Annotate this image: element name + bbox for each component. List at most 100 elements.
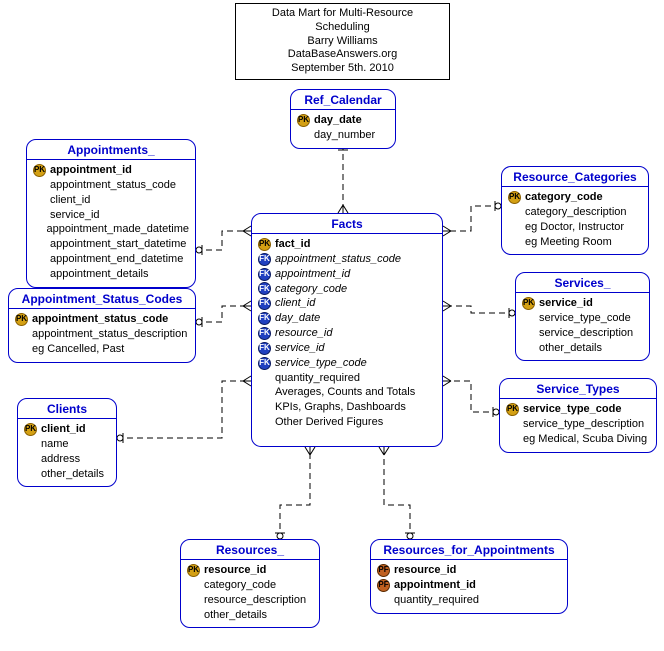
attribute-row: FK appointment_status_code <box>258 252 436 267</box>
attribute-row: FKappointment_id <box>258 267 436 282</box>
attribute-row: appointment_start_datetime <box>33 237 189 252</box>
attribute-row: appointment_status_description <box>15 327 189 342</box>
attribute-row: PK fact_id <box>258 237 436 252</box>
fk-badge-icon: FK <box>258 312 271 325</box>
attribute-row: category_code <box>187 578 313 593</box>
entity-resource_categories: Resource_CategoriesPKcategory_codecatego… <box>501 166 649 255</box>
entity-title: Services_ <box>516 273 649 293</box>
attribute-row: name <box>24 437 110 452</box>
pk-badge-icon: PK <box>24 423 37 436</box>
attribute-row: day_number <box>297 128 389 143</box>
attribute-text: service_description <box>539 326 633 341</box>
entity-title: Resources_ <box>181 540 319 560</box>
diagram-title-box: Data Mart for Multi-Resource Scheduling … <box>235 3 450 80</box>
attribute-text: other_details <box>41 467 104 482</box>
attribute-row: KPIs, Graphs, Dashboards <box>258 400 436 415</box>
attribute-row: PK appointment_status_code <box>15 312 189 327</box>
pk-badge-icon: PK <box>33 164 46 177</box>
fk-badge-icon: FK <box>258 357 271 370</box>
attribute-row: address <box>24 452 110 467</box>
attribute-row: Averages, Counts and Totals <box>258 385 436 400</box>
title-line-2: Barry Williams <box>244 35 441 49</box>
entity-title: Facts <box>252 214 442 234</box>
attribute-row: FKday_date <box>258 311 436 326</box>
attribute-text: day_date <box>314 113 362 128</box>
attribute-text: service_id <box>275 341 325 356</box>
attribute-row: appointment_made_datetime <box>33 222 189 237</box>
attribute-text: client_id <box>50 193 90 208</box>
attribute-row: eg Doctor, Instructor <box>508 220 642 235</box>
attribute-row: PK appointment_id <box>33 163 189 178</box>
entity-title: Resources_for_Appointments <box>371 540 567 560</box>
attribute-row: other_details <box>187 608 313 623</box>
attribute-text: other_details <box>204 608 267 623</box>
pk-badge-icon: PK <box>15 313 28 326</box>
attribute-row: FK resource_id <box>258 326 436 341</box>
attribute-text: day_number <box>314 128 375 143</box>
title-line-4: September 5th. 2010 <box>244 62 441 76</box>
entity-facts: FactsPKfact_idFKappointment_status_codeF… <box>251 213 443 447</box>
attribute-text: name <box>41 437 69 452</box>
attribute-text: category_code <box>275 282 347 297</box>
fk-badge-icon: FK <box>258 297 271 310</box>
attribute-text: Other Derived Figures <box>275 415 383 430</box>
entity-body: PK fact_id FK appointment_status_codeFKappo… <box>252 234 442 435</box>
entity-title: Resource_Categories <box>502 167 648 187</box>
entity-appointment_status_codes: Appointment_Status_Codes PK appointment_st… <box>8 288 196 363</box>
attribute-text: appointment_id <box>394 578 476 593</box>
attribute-text: category_description <box>525 205 627 220</box>
entity-title: Clients <box>18 399 116 419</box>
attribute-row: PKservice_id <box>522 296 643 311</box>
attribute-text: appointment_details <box>50 267 148 282</box>
attribute-row: PK day_date <box>297 113 389 128</box>
attribute-text: category_code <box>204 578 276 593</box>
attribute-text: eg Medical, Scuba Diving <box>523 432 647 447</box>
attribute-text: resource_id <box>204 563 266 578</box>
attribute-text: resource_id <box>394 563 456 578</box>
attribute-row: PF appointment_id <box>377 578 561 593</box>
pf2-badge-icon: PF <box>377 579 390 592</box>
entity-body: PF resource_idPF appointment_idquantity_re… <box>371 560 567 613</box>
attribute-text: appointment_status_code <box>32 312 168 327</box>
attribute-text: fact_id <box>275 237 310 252</box>
attribute-row: other_details <box>522 341 643 356</box>
attribute-text: other_details <box>539 341 602 356</box>
pk-badge-icon: PK <box>506 403 519 416</box>
attribute-row: service_id <box>33 208 189 223</box>
attribute-row: service_description <box>522 326 643 341</box>
attribute-row: eg Cancelled, Past <box>15 342 189 357</box>
attribute-text: appointment_status_description <box>32 327 187 342</box>
pk-badge-icon: PK <box>258 238 271 251</box>
entity-body: PK appointment_status_codeappointment_sta… <box>9 309 195 362</box>
entity-clients: Clients PK client_idnameaddressother_detai… <box>17 398 117 487</box>
entity-body: PKcategory_codecategory_descriptioneg Do… <box>502 187 648 254</box>
attribute-text: appointment_id <box>50 163 132 178</box>
attribute-row: resource_description <box>187 593 313 608</box>
pk-badge-icon: PK <box>297 114 310 127</box>
fk-badge-icon: FK <box>258 253 271 266</box>
entity-body: PKresource_idcategory_coderesource_descr… <box>181 560 319 627</box>
attribute-row: FKservice_id <box>258 341 436 356</box>
attribute-row: category_description <box>508 205 642 220</box>
pk-badge-icon: PK <box>522 297 535 310</box>
attribute-row: FKclient_id <box>258 296 436 311</box>
attribute-row: eg Medical, Scuba Diving <box>506 432 650 447</box>
attribute-row: client_id <box>33 193 189 208</box>
entity-body: PK day_dateday_number <box>291 110 395 148</box>
attribute-row: FK category_code <box>258 282 436 297</box>
attribute-text: appointment_status_code <box>275 252 401 267</box>
fk-badge-icon: FK <box>258 282 271 295</box>
attribute-row: PKservice_type_code <box>506 402 650 417</box>
attribute-text: address <box>41 452 80 467</box>
pk-badge-icon: PK <box>508 191 521 204</box>
title-line-3: DataBaseAnswers.org <box>244 48 441 62</box>
attribute-text: quantity_required <box>275 371 360 386</box>
attribute-text: resource_id <box>275 326 332 341</box>
attribute-row: quantity_required <box>377 593 561 608</box>
fk-badge-icon: FK <box>258 327 271 340</box>
attribute-text: client_id <box>41 422 86 437</box>
entity-title: Appointments_ <box>27 140 195 160</box>
attribute-text: service_type_code <box>539 311 631 326</box>
attribute-text: resource_description <box>204 593 306 608</box>
entity-title: Appointment_Status_Codes <box>9 289 195 309</box>
